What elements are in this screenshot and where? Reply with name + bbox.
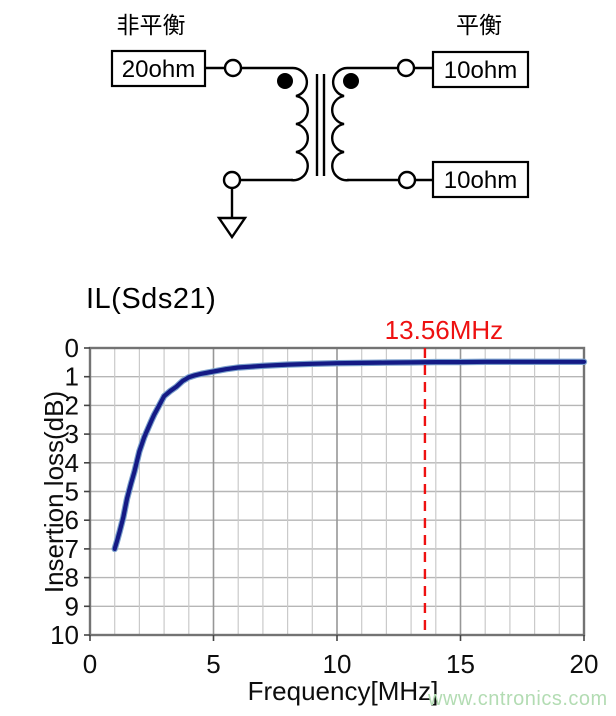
- balanced-port-label: 平衡: [456, 12, 502, 38]
- ground-icon: [216, 216, 248, 240]
- watermark: www.cntronics.com: [428, 688, 608, 710]
- terminal-balanced-top: [396, 58, 416, 78]
- source-impedance-value: 20ohm: [122, 56, 195, 83]
- secondary-winding: [331, 66, 350, 182]
- terminal-unbalanced-bottom: [222, 170, 242, 190]
- y-tick-label: 10: [50, 620, 79, 650]
- transformer-core: [315, 74, 326, 176]
- y-tick-label: 2: [65, 390, 79, 420]
- source-impedance-box: [110, 49, 207, 88]
- load-impedance-top-value: 10ohm: [444, 57, 517, 84]
- balun-circuit-diagram: 非平衡 平衡 20ohm 10ohm 10ohm: [110, 12, 530, 240]
- y-tick-label: 7: [65, 534, 79, 564]
- y-tick-label: 4: [65, 448, 79, 478]
- x-axis-title: Frequency[MHz]: [248, 676, 439, 706]
- insertion-loss-curve: [112, 359, 587, 551]
- y-tick-label: 1: [65, 362, 79, 392]
- x-tick-label: 0: [83, 649, 97, 679]
- primary-polarity-dot-icon: [277, 73, 293, 89]
- unbalanced-port-label: 非平衡: [117, 12, 186, 38]
- x-tick-label: 15: [446, 649, 475, 679]
- y-tick-label: 8: [65, 563, 79, 593]
- y-axis-title: Insertion loss(dB): [39, 391, 69, 593]
- terminal-balanced-bottom: [397, 170, 417, 190]
- primary-winding: [290, 66, 309, 182]
- y-tick-label: 9: [65, 591, 79, 621]
- chart-title: IL(Sds21): [86, 283, 217, 315]
- y-tick-label: 6: [65, 505, 79, 535]
- x-tick-label: 10: [323, 649, 352, 679]
- load-impedance-bottom-value: 10ohm: [444, 167, 517, 194]
- y-tick-label: 3: [65, 419, 79, 449]
- terminal-unbalanced-top: [223, 58, 243, 78]
- x-tick-label: 20: [570, 649, 599, 679]
- secondary-polarity-dot-icon: [343, 73, 359, 89]
- frequency-marker-label: 13.56MHz: [385, 315, 504, 345]
- y-tick-label: 5: [65, 477, 79, 507]
- y-tick-label: 0: [65, 333, 79, 363]
- load-impedance-bottom-box: [431, 160, 530, 199]
- x-tick-label: 5: [206, 649, 220, 679]
- load-impedance-top-box: [431, 50, 530, 89]
